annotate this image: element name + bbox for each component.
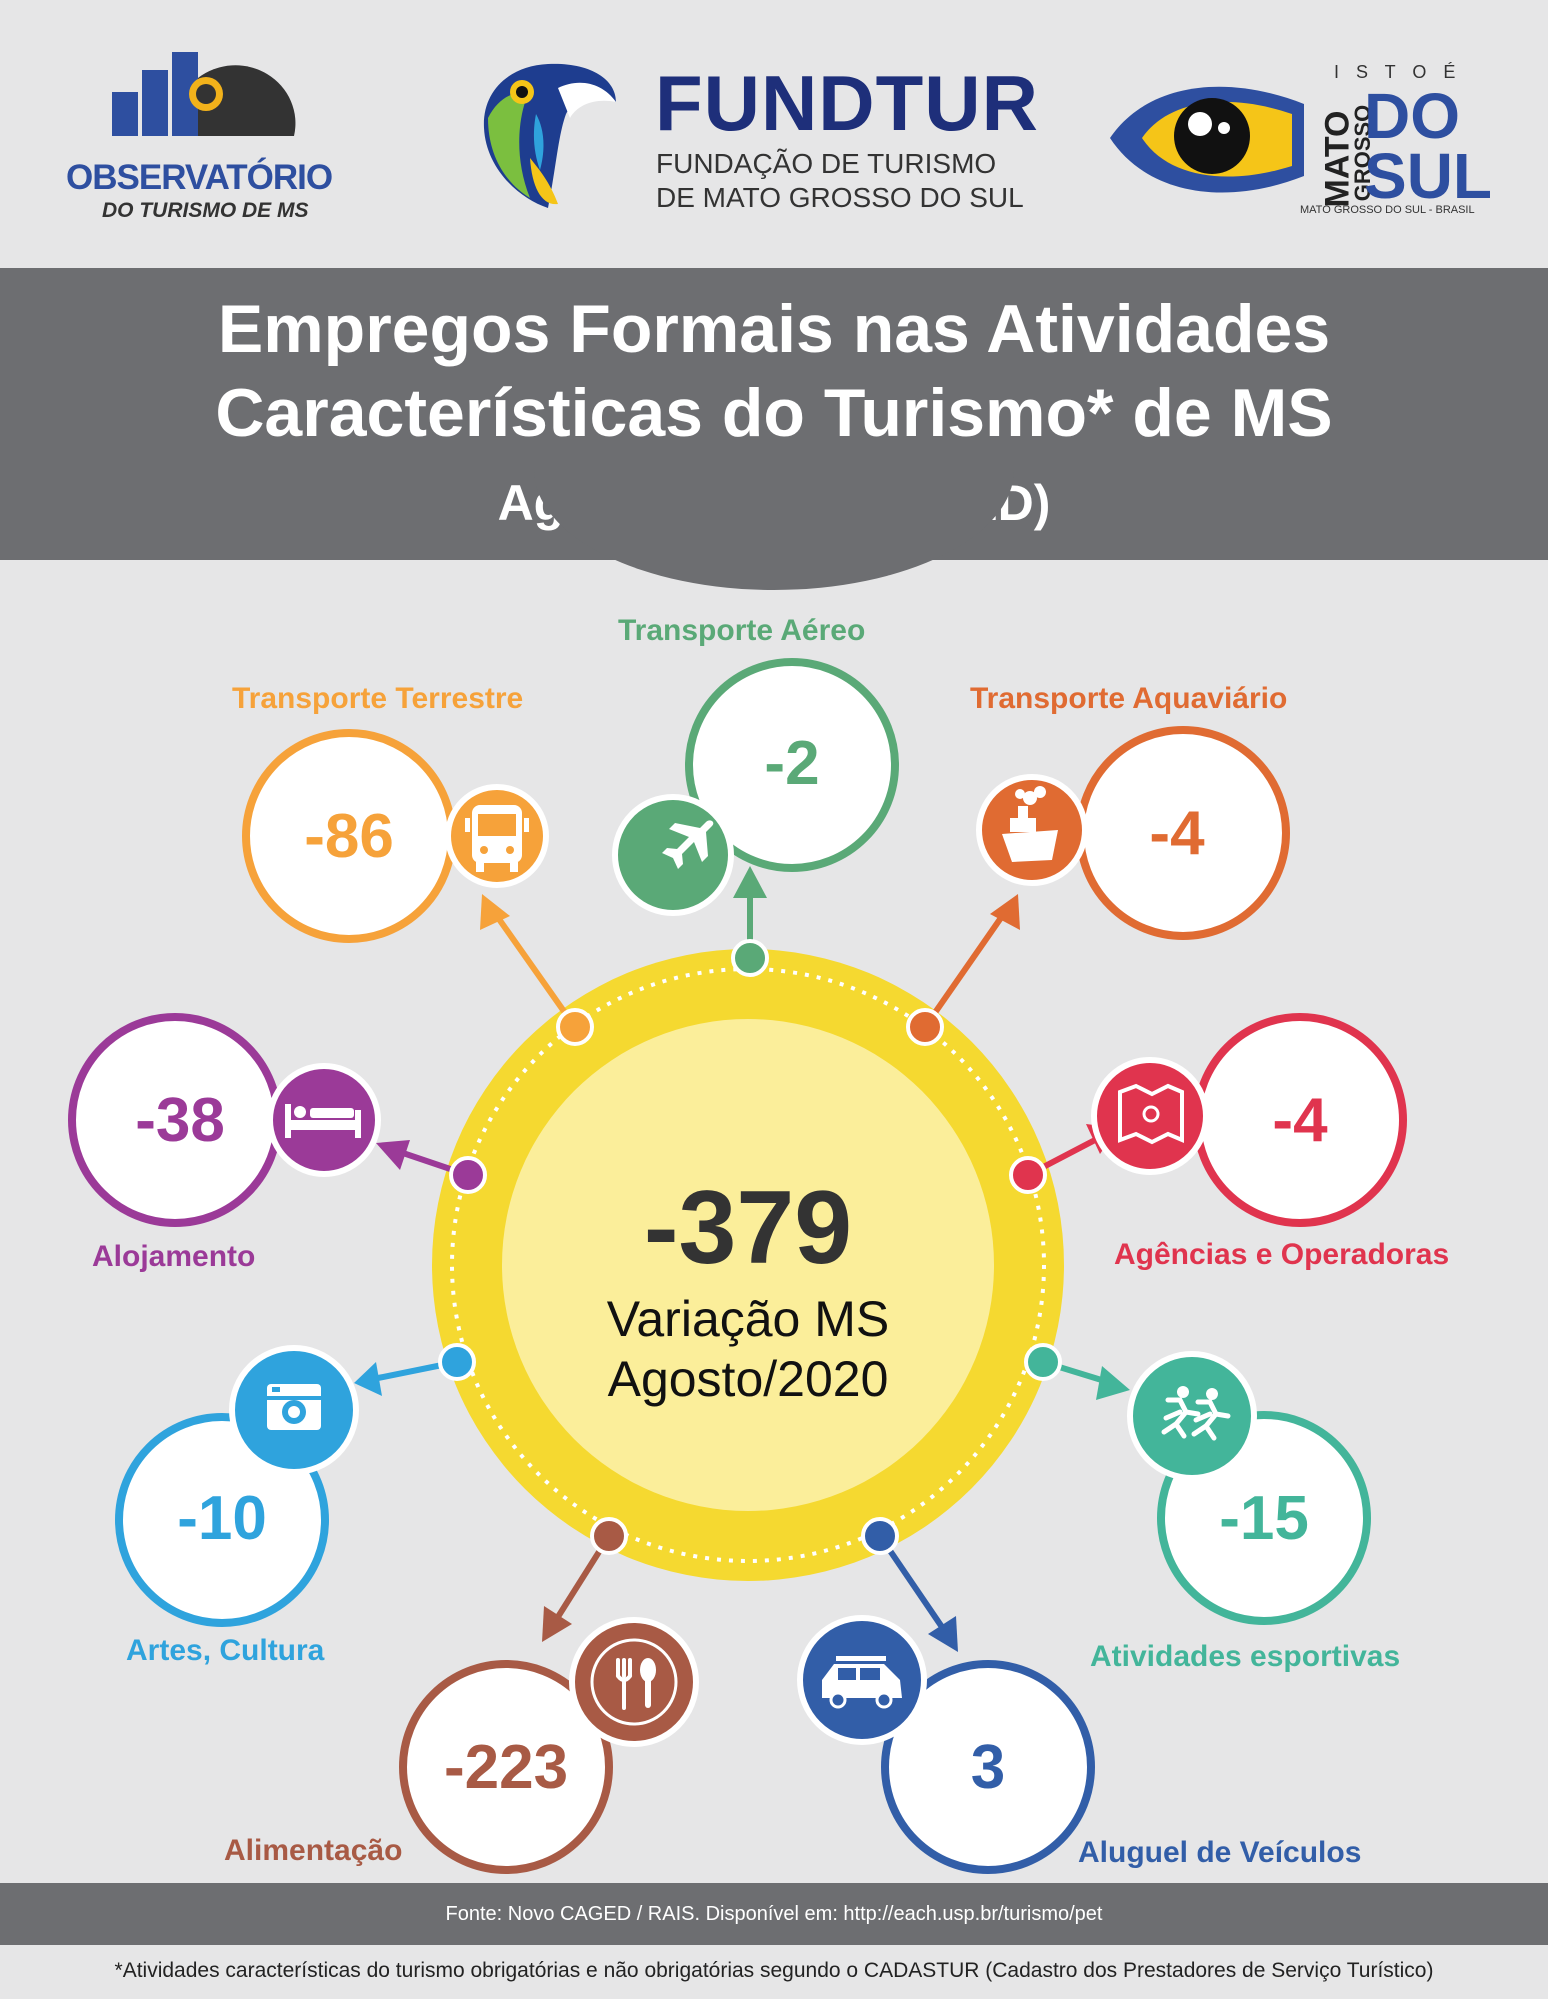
title-line1: Empregos Formais nas Atividades [217, 291, 1331, 367]
value-alojamento: -38 [135, 1086, 225, 1155]
category-artes-cultura [115, 1345, 359, 1627]
label-aluguel-veiculos: Aluguel de Veículos [1078, 1836, 1362, 1869]
ms-bottom-text: MATO GROSSO DO SUL - BRASIL [1300, 204, 1475, 216]
airplane-icon [612, 794, 734, 916]
toucan-logo-icon [483, 63, 616, 209]
connector-alimentacao [542, 1517, 628, 1642]
fundtur-line1: FUNDAÇÃO DE TURISMO [656, 148, 997, 179]
map-icon [1091, 1057, 1209, 1175]
ms-sul-text: SUL [1364, 140, 1492, 212]
observatorio-name: OBSERVATÓRIO [66, 158, 333, 197]
camera-icon [229, 1345, 359, 1475]
connector-transporte-terrestre [480, 894, 594, 1046]
value-agencias-operadoras: -4 [1272, 1086, 1328, 1155]
label-alojamento: Alojamento [92, 1240, 256, 1273]
label-transporte-aquaviario: Transporte Aquaviário [970, 682, 1288, 715]
connector-artes-cultura [354, 1343, 476, 1396]
category-agencias-operadoras [1091, 1013, 1407, 1227]
center-inner-disc [502, 1019, 994, 1511]
bus-icon [445, 784, 549, 888]
value-transporte-aereo: -2 [764, 729, 820, 798]
category-transporte-aquaviario [976, 726, 1290, 940]
label-transporte-aereo: Transporte Aéreo [618, 614, 866, 647]
fundtur-name: FUNDTUR [655, 59, 1039, 147]
fork-spoon-icon [569, 1617, 699, 1747]
category-alojamento [68, 1013, 381, 1227]
value-artes-cultura: -10 [177, 1484, 267, 1553]
center-label-1: Variação MS [606, 1291, 890, 1347]
source-text: Fonte: Novo CAGED / RAIS. Disponível em:… [445, 1903, 1103, 1925]
eye-logo-icon [1110, 86, 1304, 193]
label-atividades-esportivas: Atividades esportivas [1090, 1640, 1401, 1673]
center-label-2: Agosto/2020 [607, 1351, 889, 1407]
ship-icon [976, 774, 1088, 886]
value-transporte-terrestre: -86 [304, 802, 394, 871]
label-artes-cultura: Artes, Cultura [126, 1634, 325, 1667]
footnote: *Atividades características do turismo o… [114, 1959, 1434, 1982]
connector-transporte-aquaviario [906, 894, 1020, 1046]
category-aluguel-veiculos [797, 1615, 1095, 1874]
diagram [68, 658, 1407, 1874]
car-icon [797, 1615, 927, 1745]
value-aluguel-veiculos: 3 [970, 1733, 1006, 1802]
fundtur-line2: DE MATO GROSSO DO SUL [656, 182, 1024, 213]
value-alimentacao: -223 [443, 1733, 569, 1802]
value-atividades-esportivas: -15 [1219, 1484, 1309, 1553]
category-transporte-terrestre [242, 729, 549, 943]
bed-icon [267, 1063, 381, 1177]
observatorio-subtitle: DO TURISMO DE MS [102, 199, 309, 222]
connector-aluguel-veiculos [861, 1517, 958, 1652]
source-band: Fonte: Novo CAGED / RAIS. Disponível em:… [0, 1883, 1548, 1945]
title-line2: Características do Turismo* de MS [215, 375, 1333, 451]
ms-do-text: DO [1364, 80, 1460, 152]
connector-atividades-esportivas [1024, 1343, 1130, 1400]
category-transporte-aereo [612, 658, 899, 916]
connector-transporte-aereo [731, 866, 769, 977]
observatorio-logo-icon [112, 52, 296, 136]
label-alimentacao: Alimentação [224, 1834, 403, 1867]
label-transporte-terrestre: Transporte Terrestre [232, 682, 524, 715]
connector-alojamento [376, 1140, 487, 1194]
category-alimentacao [399, 1617, 699, 1874]
label-agencias-operadoras: Agências e Operadoras [1114, 1238, 1450, 1271]
header: OBSERVATÓRIO DO TURISMO DE MS FUNDTUR FU… [0, 0, 1548, 268]
ms-top-text: I S T O É [1334, 62, 1462, 82]
category-atividades-esportivas [1127, 1351, 1371, 1625]
value-transporte-aquaviario: -4 [1149, 799, 1205, 868]
center-value: -379 [643, 1170, 853, 1286]
runners-icon [1127, 1351, 1257, 1481]
